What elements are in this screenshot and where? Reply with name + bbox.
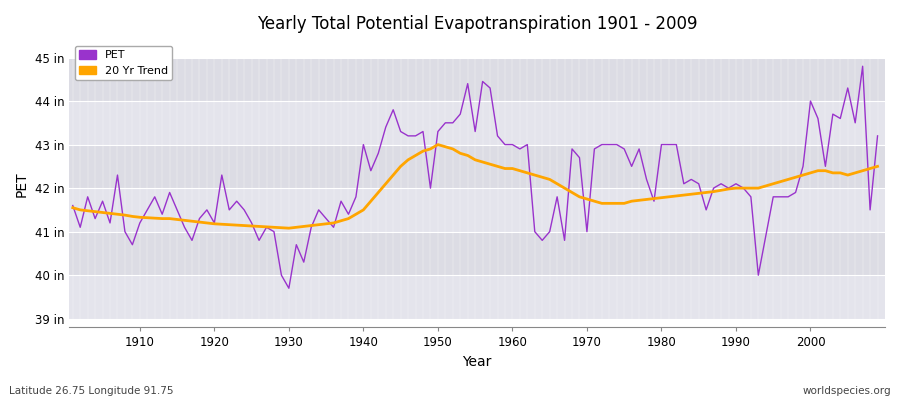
Line: 20 Yr Trend: 20 Yr Trend <box>73 144 878 228</box>
20 Yr Trend <box>127 214 138 219</box>
20 Yr Trend <box>299 224 310 229</box>
Bar <box>69 275 885 319</box>
PET <box>857 64 868 69</box>
PET <box>515 146 526 151</box>
PET <box>284 286 294 291</box>
Legend: PET, 20 Yr Trend: PET, 20 Yr Trend <box>75 46 172 80</box>
PET <box>872 134 883 138</box>
20 Yr Trend <box>872 164 883 169</box>
20 Yr Trend <box>522 170 533 175</box>
PET <box>343 212 354 217</box>
PET <box>127 242 138 247</box>
Y-axis label: PET: PET <box>15 171 29 196</box>
Bar <box>69 232 885 275</box>
20 Yr Trend <box>68 205 78 210</box>
Text: Latitude 26.75 Longitude 91.75: Latitude 26.75 Longitude 91.75 <box>9 386 174 396</box>
Bar <box>69 188 885 232</box>
PET <box>299 260 310 264</box>
20 Yr Trend <box>433 142 444 147</box>
PET <box>507 142 517 147</box>
Bar <box>69 144 885 188</box>
PET <box>68 203 78 208</box>
Line: PET: PET <box>73 66 878 288</box>
PET <box>604 142 615 147</box>
20 Yr Trend <box>611 201 622 206</box>
X-axis label: Year: Year <box>463 355 491 369</box>
Title: Yearly Total Potential Evapotranspiration 1901 - 2009: Yearly Total Potential Evapotranspiratio… <box>256 15 698 33</box>
Text: worldspecies.org: worldspecies.org <box>803 386 891 396</box>
20 Yr Trend <box>284 226 294 230</box>
Bar <box>69 58 885 101</box>
20 Yr Trend <box>343 216 354 221</box>
Bar <box>69 101 885 144</box>
20 Yr Trend <box>515 168 526 173</box>
